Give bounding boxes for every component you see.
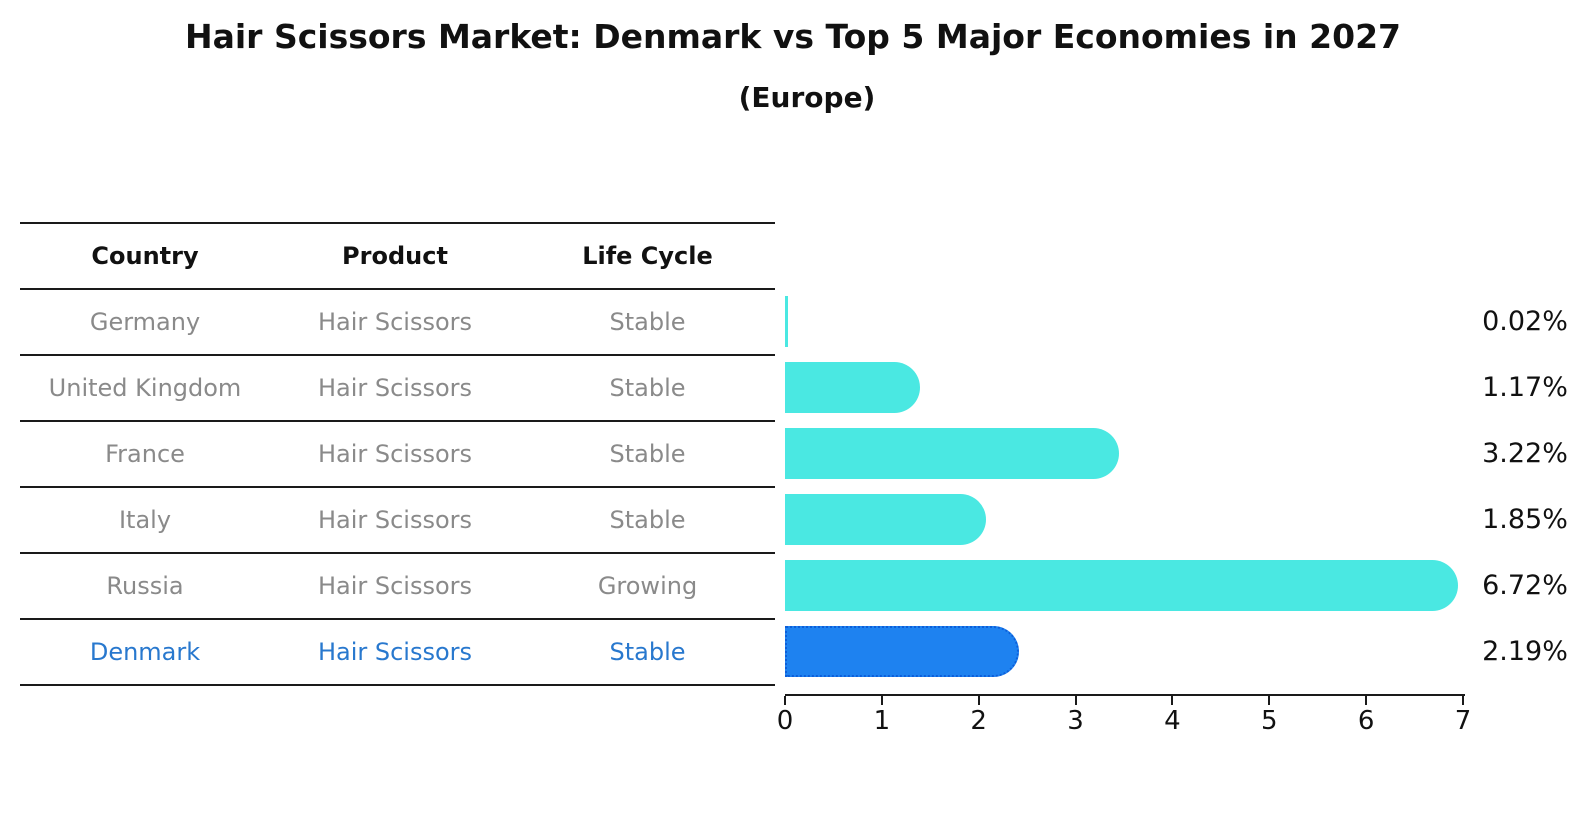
header-cell-product: Product [342, 242, 448, 270]
table-row: Germany Hair Scissors Stable [20, 288, 775, 354]
cell-product: Hair Scissors [317, 572, 473, 600]
comparison-table: Country Product Life Cycle Germany Hair … [20, 222, 775, 686]
bar [785, 362, 921, 413]
cell-lifecycle: Stable [609, 638, 686, 666]
cell-country: Russia [106, 572, 184, 600]
value-label: 6.72% [1482, 570, 1568, 601]
cell-lifecycle: Growing [597, 572, 698, 600]
value-label: 1.85% [1482, 504, 1568, 535]
x-axis-tick-label: 1 [873, 706, 891, 736]
cell-country: Germany [89, 308, 201, 336]
cell-country: Denmark [89, 638, 201, 666]
page-subtitle: (Europe) [738, 81, 876, 114]
value-label: 0.02% [1482, 306, 1568, 337]
x-axis-tick-label: 5 [1261, 706, 1278, 736]
cell-lifecycle: Stable [609, 440, 686, 468]
bar [785, 428, 1119, 479]
bar [785, 560, 1458, 611]
x-axis-tick [1268, 696, 1271, 705]
x-axis-tick [1074, 696, 1077, 705]
header-cell-country: Country [91, 242, 199, 270]
cell-country: Italy [118, 506, 172, 534]
x-axis-tick [1365, 696, 1368, 705]
x-axis-tick-label: 2 [970, 706, 987, 736]
cell-country: France [105, 440, 185, 468]
header-cell-lifecycle: Life Cycle [582, 242, 713, 270]
cell-product: Hair Scissors [317, 308, 473, 336]
x-axis-tick-label: 3 [1067, 706, 1084, 736]
cell-lifecycle: Stable [609, 506, 686, 534]
bar [785, 296, 788, 347]
bar [785, 494, 987, 545]
x-axis-tick [880, 696, 883, 705]
table-header-row: Country Product Life Cycle [20, 222, 775, 288]
x-axis-tick-label: 6 [1357, 706, 1375, 736]
value-label: 2.19% [1482, 636, 1568, 667]
cell-product: Hair Scissors [317, 506, 473, 534]
cell-product: Hair Scissors [317, 440, 473, 468]
cell-lifecycle: Stable [609, 308, 686, 336]
x-axis-tick-label: 7 [1454, 706, 1472, 736]
cell-country: United Kingdom [48, 374, 242, 402]
table-body: Germany Hair Scissors Stable United King… [20, 288, 775, 686]
cell-product: Hair Scissors [317, 638, 473, 666]
table-row: France Hair Scissors Stable [20, 420, 775, 486]
value-label: 1.17% [1482, 372, 1568, 403]
cell-lifecycle: Stable [609, 374, 686, 402]
x-axis-tick [1462, 696, 1464, 705]
table-row: Denmark Hair Scissors Stable [20, 618, 775, 686]
page-title: Hair Scissors Market: Denmark vs Top 5 M… [184, 17, 1402, 56]
table-row: Italy Hair Scissors Stable [20, 486, 775, 552]
x-axis-tick [977, 696, 980, 705]
x-axis-tick [1171, 696, 1174, 705]
table-row: United Kingdom Hair Scissors Stable [20, 354, 775, 420]
value-label: 3.22% [1482, 438, 1568, 469]
cell-product: Hair Scissors [317, 374, 473, 402]
x-axis-tick-label: 4 [1164, 706, 1181, 736]
table-row: Russia Hair Scissors Growing [20, 552, 775, 618]
bar [785, 626, 1020, 677]
x-axis-tick-label: 0 [776, 706, 794, 736]
x-axis-line [785, 694, 1465, 696]
x-axis-tick [784, 696, 786, 705]
